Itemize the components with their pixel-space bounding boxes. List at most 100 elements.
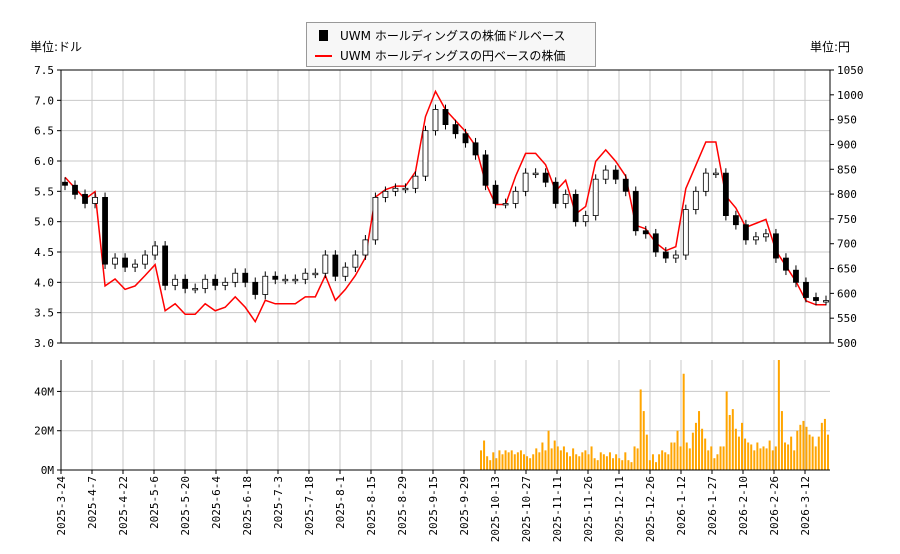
volume-bar xyxy=(621,460,624,470)
x-tick-label: 2025-9-15 xyxy=(427,476,440,536)
volume-bar xyxy=(658,454,661,470)
volume-bar xyxy=(725,391,728,470)
volume-bar xyxy=(605,456,608,470)
candle-body xyxy=(122,257,128,268)
usd-candle xyxy=(482,150,489,191)
candle-body xyxy=(352,254,359,268)
candle-body xyxy=(262,275,269,295)
volume-bar xyxy=(599,452,602,470)
volume-bar xyxy=(679,446,682,470)
usd-candle xyxy=(793,265,799,288)
x-tick-label: 2026-1-27 xyxy=(706,476,719,536)
y-right-tick-label: 550 xyxy=(837,312,857,325)
candle-body xyxy=(532,172,539,176)
usd-candle xyxy=(702,168,709,197)
candle-body xyxy=(682,209,689,256)
volume-bar xyxy=(575,454,578,470)
usd-candle xyxy=(162,241,169,291)
usd-candle xyxy=(402,183,409,194)
x-tick-label: 2026-2-10 xyxy=(737,476,750,536)
usd-candle xyxy=(642,225,649,239)
candle-body xyxy=(442,109,449,126)
volume-bar xyxy=(793,450,796,470)
volume-tick-label: 40M xyxy=(34,385,54,398)
x-tick-label: 2025-7-3 xyxy=(272,476,285,529)
usd-candle xyxy=(392,183,399,197)
usd-candle xyxy=(302,268,309,285)
candle-body xyxy=(793,269,799,283)
usd-candle xyxy=(502,198,509,209)
candle-body xyxy=(722,172,729,216)
candle-body xyxy=(252,281,259,295)
usd-candle xyxy=(352,250,359,273)
usd-candle xyxy=(382,186,389,203)
y-right-tick-label: 700 xyxy=(837,238,857,251)
x-tick-label: 2025-4-7 xyxy=(86,476,99,529)
volume-bar xyxy=(541,442,544,470)
volume-bar xyxy=(538,452,541,470)
candle-body xyxy=(662,251,669,259)
candle-body xyxy=(492,184,499,204)
volume-bar xyxy=(701,428,704,470)
candle-body xyxy=(302,272,309,280)
volume-bar xyxy=(667,454,670,470)
y-right-tick-label: 600 xyxy=(837,287,857,300)
volume-bar xyxy=(627,460,630,470)
candle-body xyxy=(142,254,149,265)
volume-bar xyxy=(741,422,744,470)
candle-body xyxy=(472,142,479,156)
volume-bar xyxy=(691,432,694,470)
y-left-tick-label: 4.5 xyxy=(34,246,54,259)
usd-candle xyxy=(722,168,729,221)
volume-tick-label: 20M xyxy=(34,425,54,438)
candle-body xyxy=(342,266,349,277)
legend-item-usd: UWM ホールディングスの株価ドルベース xyxy=(315,27,565,44)
candle-body xyxy=(392,187,399,192)
candle-body xyxy=(552,181,559,204)
usd-candle xyxy=(552,177,559,209)
candle-body xyxy=(322,254,329,274)
volume-bar xyxy=(734,428,737,470)
usd-candle xyxy=(662,247,669,263)
volume-bar xyxy=(787,444,790,470)
candle-body xyxy=(582,215,589,223)
black-square-icon xyxy=(319,30,328,41)
volume-bar xyxy=(492,452,495,470)
usd-candle xyxy=(232,268,239,288)
usd-candle xyxy=(542,168,549,188)
volume-bar xyxy=(768,440,771,470)
usd-candle xyxy=(492,180,499,209)
candle-body xyxy=(162,245,169,286)
x-tick-label: 2025-4-22 xyxy=(117,476,130,536)
volume-bar xyxy=(504,450,507,470)
y-right-tick-label: 750 xyxy=(837,213,857,226)
volume-bar xyxy=(771,450,774,470)
volume-bar xyxy=(802,420,805,470)
volume-bar xyxy=(547,430,550,470)
candle-body xyxy=(783,257,789,271)
usd-candle xyxy=(242,268,249,288)
red-line-icon xyxy=(315,54,332,57)
usd-candle xyxy=(652,228,659,257)
volume-bar xyxy=(750,444,753,470)
volume-bar xyxy=(811,436,814,470)
legend: UWM ホールディングスの株価ドルベース UWM ホールディングスの円ベースの株… xyxy=(306,22,596,67)
candle-body xyxy=(773,233,779,259)
volume-bar xyxy=(762,446,765,470)
x-tick-label: 2025-5-20 xyxy=(179,476,192,536)
volume-bar xyxy=(784,442,787,470)
usd-candle xyxy=(512,186,519,209)
x-tick-label: 2025-9-29 xyxy=(458,476,471,536)
candle-body xyxy=(562,193,569,204)
usd-candle xyxy=(622,174,629,197)
usd-candle xyxy=(272,271,279,285)
y-right-tick-label: 1050 xyxy=(837,64,864,77)
x-tick-label: 2025-10-27 xyxy=(520,476,533,542)
candle-body xyxy=(112,257,118,265)
x-tick-label: 2025-12-11 xyxy=(613,476,626,542)
x-tick-label: 2025-11-26 xyxy=(582,476,595,542)
usd-candle xyxy=(732,210,739,230)
volume-bar xyxy=(777,360,780,470)
